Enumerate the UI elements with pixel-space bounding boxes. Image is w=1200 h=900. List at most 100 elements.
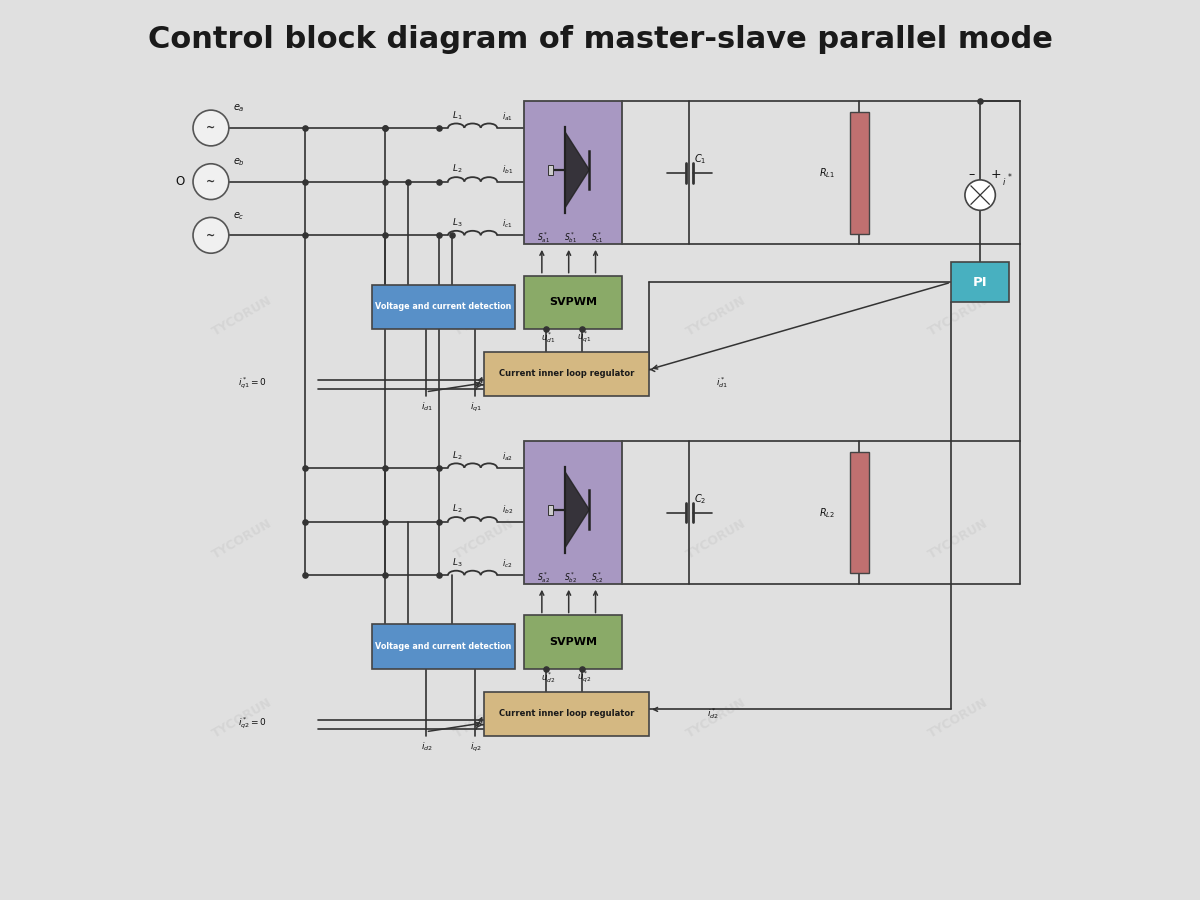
Circle shape [193,218,229,253]
Point [430,228,449,242]
Text: $i_{q1}$: $i_{q1}$ [470,400,482,414]
Text: $i^*_{q1}=0$: $i^*_{q1}=0$ [238,375,266,391]
Text: TYCORUN: TYCORUN [210,518,275,562]
Text: –: – [968,168,974,181]
FancyBboxPatch shape [850,112,869,233]
Text: TYCORUN: TYCORUN [210,696,275,741]
Text: $S^*_{a1}$: $S^*_{a1}$ [538,230,551,246]
Text: $i_{a1}$: $i_{a1}$ [502,110,512,122]
Text: $u^*_{d1}$: $u^*_{d1}$ [541,330,556,345]
Text: O: O [175,176,185,188]
Text: SVPWM: SVPWM [550,297,598,308]
Text: Current inner loop regulator: Current inner loop regulator [499,709,634,718]
Text: TYCORUN: TYCORUN [451,696,516,741]
Point [536,322,556,337]
Point [572,662,592,676]
Point [376,228,395,242]
Text: $i^*_{q2}=0$: $i^*_{q2}=0$ [238,715,266,731]
FancyBboxPatch shape [548,165,552,175]
Point [572,322,592,337]
Text: Current inner loop regulator: Current inner loop regulator [499,370,634,379]
Text: $i_{a2}$: $i_{a2}$ [502,450,512,463]
Text: $L_2$: $L_2$ [452,503,463,516]
FancyBboxPatch shape [484,352,649,396]
Text: $L_3$: $L_3$ [452,556,463,569]
Point [398,175,418,189]
Text: $i_{q2}$: $i_{q2}$ [470,741,482,753]
Text: $R_{L2}$: $R_{L2}$ [820,506,835,519]
Text: $e_b$: $e_b$ [233,156,245,168]
Point [295,461,314,475]
Text: $i_{c2}$: $i_{c2}$ [502,557,512,570]
Text: $S^*_{a2}$: $S^*_{a2}$ [538,571,551,585]
FancyBboxPatch shape [372,284,515,329]
FancyBboxPatch shape [524,441,623,584]
Point [295,515,314,529]
Point [376,568,395,582]
Point [430,461,449,475]
Text: PI: PI [973,275,988,289]
Text: $i$: $i$ [1002,176,1006,187]
FancyBboxPatch shape [484,691,649,736]
Text: +: + [991,168,1002,181]
Point [376,121,395,135]
Text: TYCORUN: TYCORUN [451,293,516,338]
Text: $S^*_{b1}$: $S^*_{b1}$ [564,230,577,246]
Text: $R_{L1}$: $R_{L1}$ [820,166,835,180]
Text: $S^*_{c1}$: $S^*_{c1}$ [592,230,604,246]
Text: TYCORUN: TYCORUN [684,696,749,741]
Point [295,121,314,135]
FancyBboxPatch shape [850,452,869,573]
Text: $u^*_{q1}$: $u^*_{q1}$ [577,329,590,345]
Text: $C_2$: $C_2$ [694,492,707,506]
Point [536,662,556,676]
Text: TYCORUN: TYCORUN [210,293,275,338]
Text: $C_1$: $C_1$ [694,152,707,166]
Point [971,94,990,108]
Text: $u^*_{d2}$: $u^*_{d2}$ [541,670,556,685]
Point [295,175,314,189]
Circle shape [965,180,995,211]
Text: $i^*_{d2}$: $i^*_{d2}$ [707,706,719,721]
Text: $e_c$: $e_c$ [233,210,245,221]
Text: *: * [1008,173,1012,182]
Text: TYCORUN: TYCORUN [684,293,749,338]
Polygon shape [565,132,589,208]
Text: $i_{c1}$: $i_{c1}$ [502,218,512,230]
Text: $L_2$: $L_2$ [452,163,463,176]
Text: TYCORUN: TYCORUN [925,696,990,741]
Text: ~: ~ [206,230,216,240]
Text: $S^*_{c2}$: $S^*_{c2}$ [592,571,604,585]
Text: $i_{d1}$: $i_{d1}$ [421,400,433,413]
Circle shape [193,164,229,200]
Text: ~: ~ [206,176,216,186]
Text: $L_1$: $L_1$ [452,109,463,122]
Text: TYCORUN: TYCORUN [925,293,990,338]
Text: Control block diagram of master-slave parallel mode: Control block diagram of master-slave pa… [148,25,1052,54]
Point [295,568,314,582]
FancyBboxPatch shape [952,262,1009,302]
Text: $u^*_{q2}$: $u^*_{q2}$ [577,670,590,685]
Point [443,228,462,242]
Text: $i_{b2}$: $i_{b2}$ [502,504,512,517]
Text: $L_2$: $L_2$ [452,449,463,462]
Text: Voltage and current detection: Voltage and current detection [376,643,511,652]
FancyBboxPatch shape [548,505,552,515]
Point [295,228,314,242]
Text: $S^*_{b2}$: $S^*_{b2}$ [564,571,577,585]
Point [376,461,395,475]
Text: Voltage and current detection: Voltage and current detection [376,302,511,311]
Text: $i_{d2}$: $i_{d2}$ [421,741,433,753]
FancyBboxPatch shape [524,616,623,669]
Point [430,568,449,582]
Text: $i^*_{d1}$: $i^*_{d1}$ [716,375,728,391]
Point [376,175,395,189]
Point [430,175,449,189]
Point [376,121,395,135]
FancyBboxPatch shape [372,625,515,669]
Text: $L_3$: $L_3$ [452,217,463,230]
Text: TYCORUN: TYCORUN [684,518,749,562]
Circle shape [193,110,229,146]
Text: ~: ~ [206,123,216,133]
FancyBboxPatch shape [524,101,623,244]
